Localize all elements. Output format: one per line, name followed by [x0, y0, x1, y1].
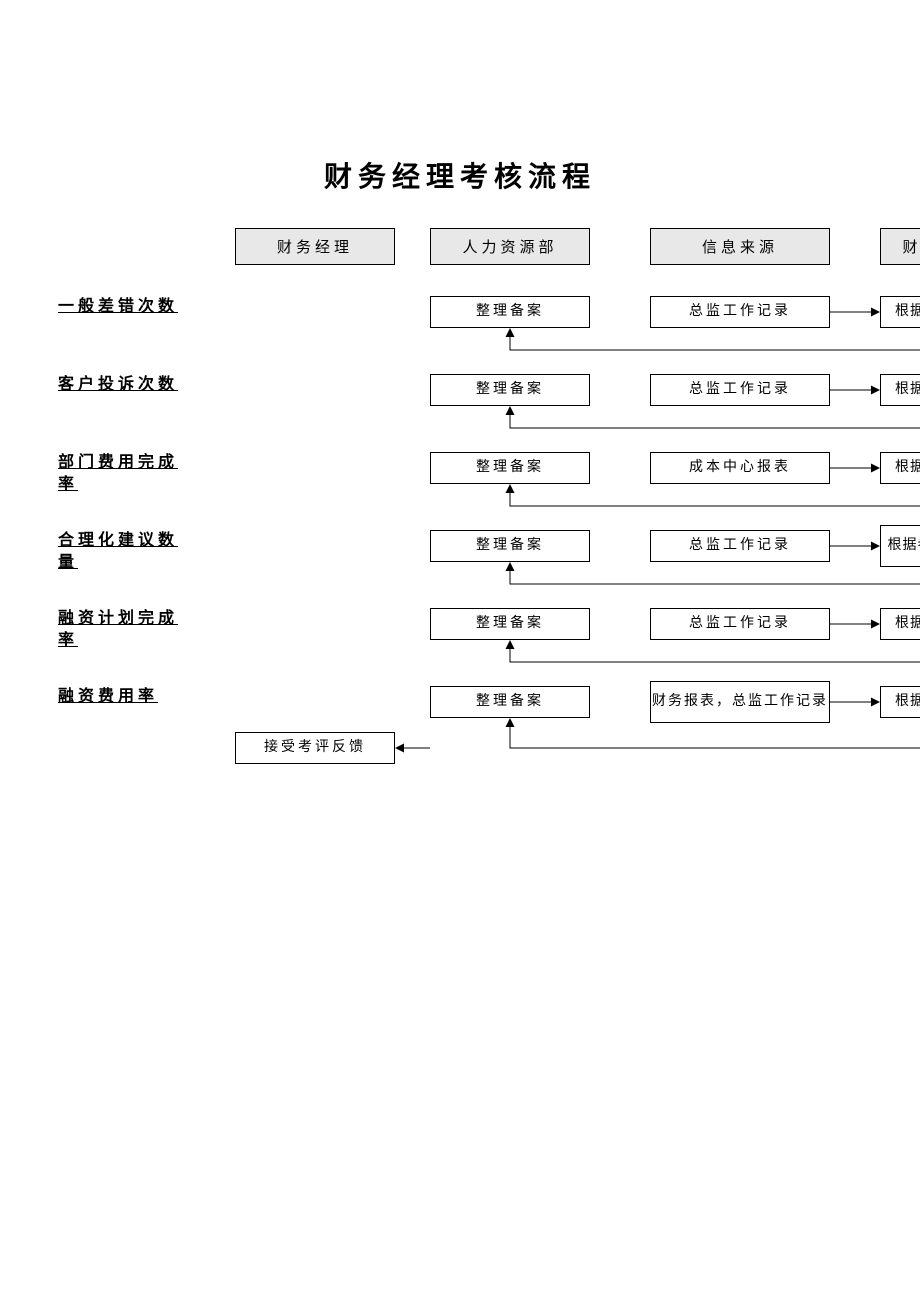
hr-box-2: 整理备案: [430, 452, 590, 484]
hr-box-1: 整理备案: [430, 374, 590, 406]
out-box-2: 根据: [880, 452, 920, 484]
hr-box-0: 整理备案: [430, 296, 590, 328]
src-box-4: 总监工作记录: [650, 608, 830, 640]
out-box-3: 根据参: [880, 525, 920, 567]
hr-box-4: 整理备案: [430, 608, 590, 640]
out-box-0: 根据: [880, 296, 920, 328]
row-label-4: 融资计划完成率: [58, 608, 188, 651]
feedback-box: 接受考评反馈: [235, 732, 395, 764]
column-header-finance-manager: 财务经理: [235, 228, 395, 265]
src-box-3: 总监工作记录: [650, 530, 830, 562]
out-box-5: 根据: [880, 686, 920, 718]
row-label-3: 合理化建议数量: [58, 530, 188, 573]
src-box-1: 总监工作记录: [650, 374, 830, 406]
column-header-info-source: 信息来源: [650, 228, 830, 265]
out-box-1: 根据: [880, 374, 920, 406]
column-header-hr: 人力资源部: [430, 228, 590, 265]
row-label-5: 融资费用率: [58, 686, 188, 708]
out-box-4: 根据: [880, 608, 920, 640]
src-box-5: 财务报表，总监工作记录: [650, 681, 830, 723]
hr-box-3: 整理备案: [430, 530, 590, 562]
src-box-2: 成本中心报表: [650, 452, 830, 484]
column-header-col4: 财: [880, 228, 920, 265]
row-label-2: 部门费用完成率: [58, 452, 188, 495]
hr-box-5: 整理备案: [430, 686, 590, 718]
row-label-0: 一般差错次数: [58, 296, 188, 318]
row-label-1: 客户投诉次数: [58, 374, 188, 396]
diagram-title: 财务经理考核流程: [0, 155, 920, 195]
src-box-0: 总监工作记录: [650, 296, 830, 328]
